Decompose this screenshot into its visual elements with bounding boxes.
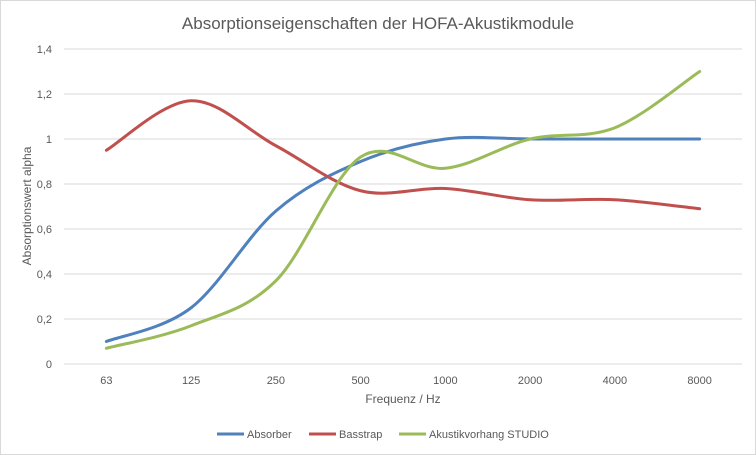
legend-label: Basstrap [339,429,382,441]
y-tick-label: 1,4 [37,44,52,56]
y-axis-label: Absorptionswert alpha [20,146,34,265]
x-tick-label: 63 [100,375,112,387]
x-tick-label: 4000 [603,375,627,387]
x-tick-label: 1000 [433,375,457,387]
chart-title: Absorptionseigenschaften der HOFA-Akusti… [182,14,574,33]
legend-label: Akustikvorhang STUDIO [429,429,549,441]
y-tick-label: 1 [46,134,52,146]
series-line-basstrap [104,99,702,211]
series-line-akustikvorhang-studio [104,70,702,350]
x-tick-label: 2000 [518,375,542,387]
x-tick-label: 125 [182,375,200,387]
y-tick-label: 0,2 [37,314,52,326]
legend-label: Absorber [247,429,292,441]
x-tick-label: 250 [267,375,285,387]
y-tick-label: 1,2 [37,89,52,101]
x-tick-label: 500 [351,375,369,387]
y-tick-label: 0,8 [37,179,52,191]
x-tick-label: 8000 [687,375,711,387]
y-tick-label: 0,4 [37,269,52,281]
y-tick-label: 0,6 [37,224,52,236]
y-tick-label: 0 [46,359,52,371]
x-axis-label: Frequenz / Hz [365,392,440,406]
series-line-absorber [104,135,702,343]
